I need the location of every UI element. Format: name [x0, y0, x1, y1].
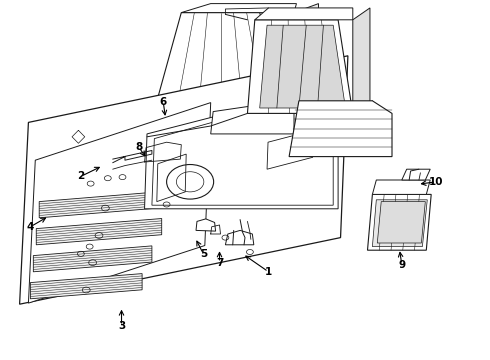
- Polygon shape: [267, 130, 314, 169]
- Text: 2: 2: [77, 171, 84, 181]
- Polygon shape: [181, 4, 296, 13]
- Text: 9: 9: [398, 260, 405, 270]
- Polygon shape: [247, 20, 353, 113]
- Polygon shape: [368, 194, 431, 250]
- Text: 8: 8: [135, 142, 142, 152]
- Polygon shape: [39, 191, 172, 218]
- Text: 3: 3: [118, 321, 125, 331]
- Polygon shape: [377, 202, 425, 243]
- Polygon shape: [147, 13, 294, 137]
- Polygon shape: [225, 230, 254, 245]
- Text: 5: 5: [200, 249, 207, 259]
- Polygon shape: [33, 246, 152, 272]
- Text: 1: 1: [265, 267, 272, 277]
- Polygon shape: [289, 101, 392, 157]
- Polygon shape: [28, 103, 211, 303]
- Polygon shape: [402, 169, 430, 180]
- Polygon shape: [294, 4, 318, 137]
- Polygon shape: [145, 94, 338, 209]
- Polygon shape: [255, 8, 353, 20]
- Polygon shape: [30, 274, 142, 299]
- Text: 7: 7: [216, 258, 223, 268]
- Polygon shape: [372, 200, 427, 247]
- Polygon shape: [372, 180, 430, 194]
- Polygon shape: [211, 104, 294, 134]
- Polygon shape: [152, 101, 333, 205]
- Polygon shape: [36, 219, 162, 245]
- Polygon shape: [157, 154, 186, 202]
- Polygon shape: [196, 219, 216, 231]
- Polygon shape: [260, 25, 345, 108]
- Text: 4: 4: [26, 222, 34, 232]
- Polygon shape: [20, 56, 348, 304]
- Text: 6: 6: [160, 96, 167, 107]
- Polygon shape: [353, 8, 370, 113]
- Text: 10: 10: [429, 177, 443, 187]
